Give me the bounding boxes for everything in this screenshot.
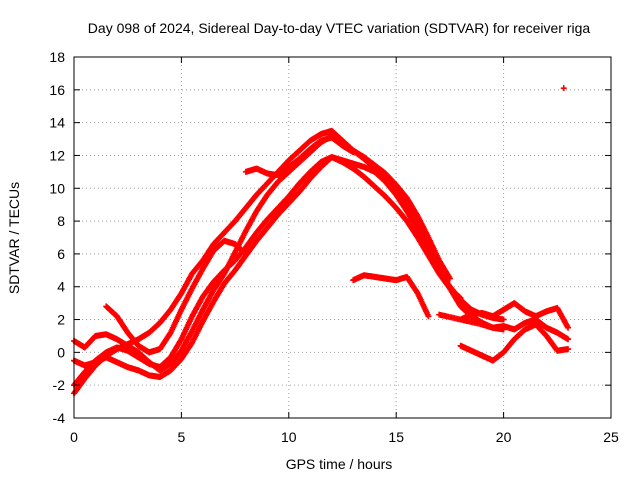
x-tick-label: 15 xyxy=(388,429,404,445)
y-axis-label: SDTVAR / TECUs xyxy=(6,182,22,294)
x-tick-label: 10 xyxy=(281,429,297,445)
y-tick-label: 2 xyxy=(57,312,65,328)
y-tick-label: 18 xyxy=(49,49,65,65)
series-track-7 xyxy=(350,272,432,320)
data-point xyxy=(425,313,432,320)
series-track-6 xyxy=(242,134,357,179)
data-point xyxy=(565,324,572,331)
y-tick-label: 16 xyxy=(49,82,65,98)
series-track-10 xyxy=(457,321,572,364)
x-tick-label: 5 xyxy=(178,429,186,445)
x-tick-label: 20 xyxy=(496,429,512,445)
y-tick-label: 10 xyxy=(49,180,65,196)
x-axis-label: GPS time / hours xyxy=(286,456,393,472)
plot-frame xyxy=(73,56,612,419)
y-tick-label: 8 xyxy=(57,213,65,229)
chart-title: Day 098 of 2024, Sidereal Day-to-day VTE… xyxy=(88,20,591,36)
data-point xyxy=(457,295,464,302)
y-tick-label: 6 xyxy=(57,246,65,262)
data-point xyxy=(565,346,572,353)
axis-ticks: 0 5 10 15 20 25 -4 -2 0 2 4 6 8 10 12 14 16 18 xyxy=(49,49,619,445)
data-point xyxy=(446,275,453,282)
y-tick-label: 12 xyxy=(49,147,65,163)
series-track-5 xyxy=(103,237,249,356)
y-tick-label: -4 xyxy=(53,410,66,426)
x-tick-label: 25 xyxy=(603,429,619,445)
series-track-11 xyxy=(560,85,567,92)
data-point xyxy=(500,316,507,323)
y-tick-label: 4 xyxy=(57,279,65,295)
data-points xyxy=(71,85,572,397)
y-tick-label: 14 xyxy=(49,115,65,131)
series-track-3 xyxy=(71,154,464,380)
x-tick-label: 0 xyxy=(70,429,78,445)
data-point xyxy=(242,250,249,257)
data-point xyxy=(565,336,572,343)
data-point xyxy=(350,149,357,156)
grid-lines xyxy=(74,57,611,418)
data-point xyxy=(560,85,567,92)
y-tick-label: -2 xyxy=(53,377,66,393)
y-tick-label: 0 xyxy=(57,344,65,360)
